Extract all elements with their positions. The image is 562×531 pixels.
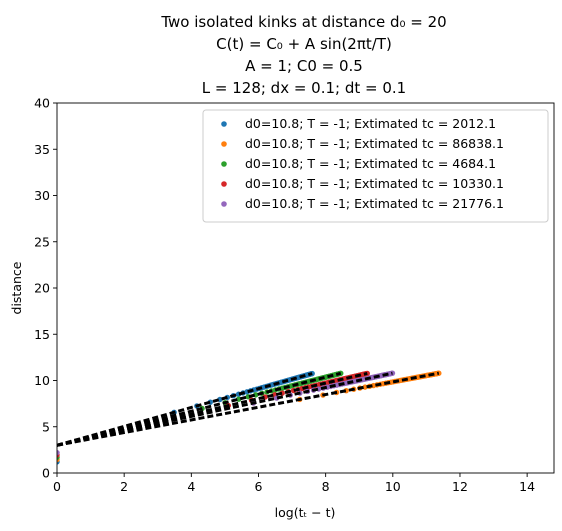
legend-label: d0=10.8; T = -1; Extimated tc = 86838.1 bbox=[245, 136, 504, 151]
x-tick-label: 8 bbox=[322, 479, 330, 494]
legend-entry: d0=10.8; T = -1; Extimated tc = 4684.1 bbox=[221, 156, 496, 171]
y-tick-label: 0 bbox=[42, 466, 50, 481]
y-tick-label: 15 bbox=[34, 327, 50, 342]
legend-label: d0=10.8; T = -1; Extimated tc = 10330.1 bbox=[245, 176, 504, 191]
legend-marker bbox=[221, 121, 227, 127]
x-axis-ticks: 0 2 4 6 8 10 12 14 bbox=[53, 473, 535, 494]
x-axis-label: log(tₜ − t) bbox=[275, 505, 336, 520]
legend-entry: d0=10.8; T = -1; Extimated tc = 21776.1 bbox=[221, 196, 504, 211]
legend-label: d0=10.8; T = -1; Extimated tc = 2012.1 bbox=[245, 116, 496, 131]
y-tick-label: 40 bbox=[34, 96, 50, 111]
legend-entry: d0=10.8; T = -1; Extimated tc = 86838.1 bbox=[221, 136, 504, 151]
title-line-2: C(t) = C₀ + A sin(2πt/T) bbox=[216, 35, 392, 53]
x-tick-label: 6 bbox=[255, 479, 263, 494]
y-tick-label: 20 bbox=[34, 281, 50, 296]
x-tick-label: 14 bbox=[519, 479, 535, 494]
legend-entries: d0=10.8; T = -1; Extimated tc = 2012.1 d0… bbox=[221, 116, 504, 211]
series-layer bbox=[57, 370, 442, 465]
y-tick-label: 5 bbox=[42, 419, 50, 434]
title-line-3: A = 1; C0 = 0.5 bbox=[245, 57, 363, 75]
y-tick-label: 30 bbox=[34, 188, 50, 203]
fit-line bbox=[57, 371, 440, 447]
legend-entry: d0=10.8; T = -1; Extimated tc = 2012.1 bbox=[221, 116, 496, 131]
x-tick-label: 2 bbox=[120, 479, 128, 494]
chart-title: Two isolated kinks at distance d₀ = 20 C… bbox=[160, 13, 446, 97]
legend-label: d0=10.8; T = -1; Extimated tc = 4684.1 bbox=[245, 156, 496, 171]
x-tick-label: 12 bbox=[452, 479, 468, 494]
legend-marker bbox=[221, 141, 227, 147]
legend-marker bbox=[221, 181, 227, 187]
y-tick-label: 35 bbox=[34, 142, 50, 157]
legend-label: d0=10.8; T = -1; Extimated tc = 21776.1 bbox=[245, 196, 504, 211]
fit-line bbox=[57, 371, 393, 447]
plot-area bbox=[57, 370, 442, 465]
x-tick-label: 10 bbox=[385, 479, 401, 494]
legend-marker bbox=[221, 201, 227, 207]
y-axis-label: distance bbox=[9, 261, 24, 314]
title-line-4: L = 128; dx = 0.1; dt = 0.1 bbox=[202, 79, 406, 97]
series-2 bbox=[57, 370, 442, 463]
fit-line bbox=[57, 371, 342, 447]
x-tick-label: 4 bbox=[187, 479, 195, 494]
fit-line bbox=[57, 371, 368, 447]
y-axis-ticks: 0 5 10 15 20 25 30 35 40 bbox=[34, 96, 57, 481]
legend-box bbox=[202, 109, 549, 223]
legend-entry: d0=10.8; T = -1; Extimated tc = 10330.1 bbox=[221, 176, 504, 191]
x-tick-label: 0 bbox=[53, 479, 61, 494]
y-tick-label: 25 bbox=[34, 234, 50, 249]
title-line-1: Two isolated kinks at distance d₀ = 20 bbox=[160, 13, 446, 31]
data-point bbox=[57, 449, 60, 456]
y-tick-label: 10 bbox=[34, 373, 50, 388]
legend-marker bbox=[221, 161, 227, 167]
fit-lines bbox=[57, 371, 440, 447]
fit-line bbox=[57, 372, 313, 447]
legend: d0=10.8; T = -1; Extimated tc = 2012.1 d0… bbox=[202, 109, 549, 223]
